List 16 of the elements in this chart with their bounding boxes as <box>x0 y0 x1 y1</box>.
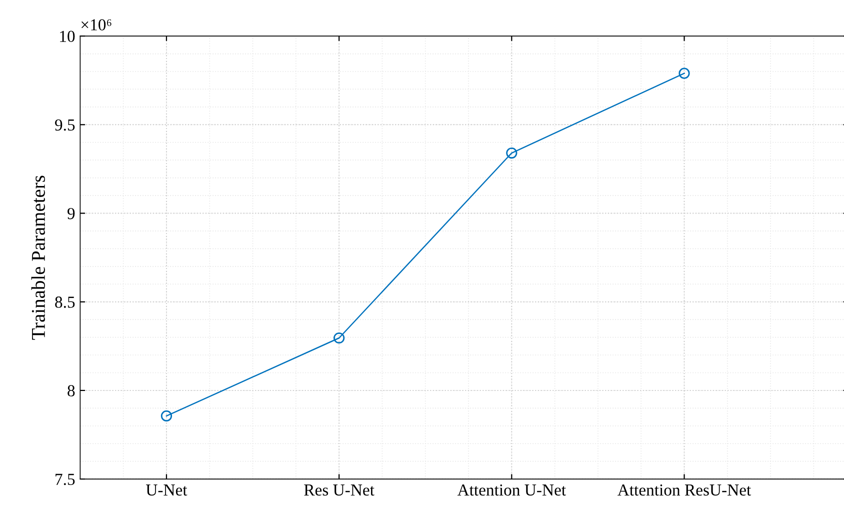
y-tick-label: 8 <box>68 385 75 396</box>
text: ×10⁶ <box>82 19 112 30</box>
x-tick-label: U-Net <box>146 484 188 496</box>
y-axis-title: Trainable Parameters <box>31 176 45 340</box>
point <box>334 332 345 344</box>
x-tick-label: Attention ResU-Net <box>618 484 752 496</box>
y-tick-label: 9 <box>68 208 75 220</box>
point <box>506 147 518 159</box>
point <box>160 410 172 422</box>
y-tick-label: 10 <box>60 30 75 42</box>
point <box>678 68 690 79</box>
x-tick-label: Attention U-Net <box>457 484 566 496</box>
x-tick-label: Res U-Net <box>304 484 374 496</box>
y-tick-label: 9.5 <box>55 119 75 131</box>
y-tick-label: 8.5 <box>55 296 75 308</box>
y-tick-label: 7.5 <box>56 474 75 486</box>
